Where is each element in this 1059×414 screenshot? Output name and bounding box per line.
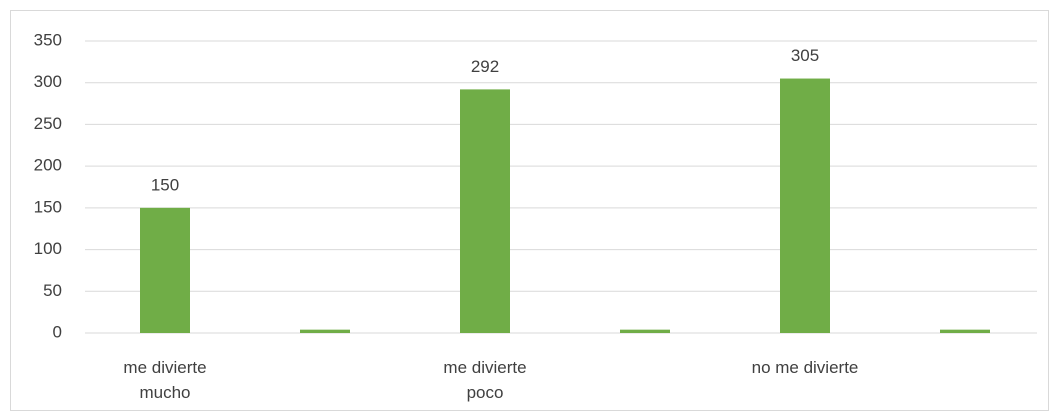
y-tick-label: 350 — [34, 30, 62, 49]
y-tick-label: 250 — [34, 114, 62, 133]
bar — [460, 89, 510, 333]
bar — [140, 207, 190, 333]
y-tick-label: 0 — [53, 322, 62, 341]
bar — [940, 329, 990, 333]
bar — [780, 78, 830, 334]
y-tick-label: 200 — [34, 156, 62, 175]
bar — [300, 329, 350, 333]
y-tick-label: 150 — [34, 197, 62, 216]
data-label: 292 — [471, 57, 499, 76]
x-tick-label: no me divierte — [751, 358, 859, 377]
y-tick-label: 100 — [34, 239, 62, 258]
data-label: 305 — [791, 46, 819, 65]
data-label: 150 — [151, 175, 179, 194]
bar — [620, 329, 670, 333]
x-tick-label: me divierte mucho — [123, 358, 207, 402]
y-tick-label: 300 — [34, 72, 62, 91]
x-tick-label: me divierte poco — [443, 358, 527, 402]
y-tick-label: 50 — [43, 281, 62, 300]
